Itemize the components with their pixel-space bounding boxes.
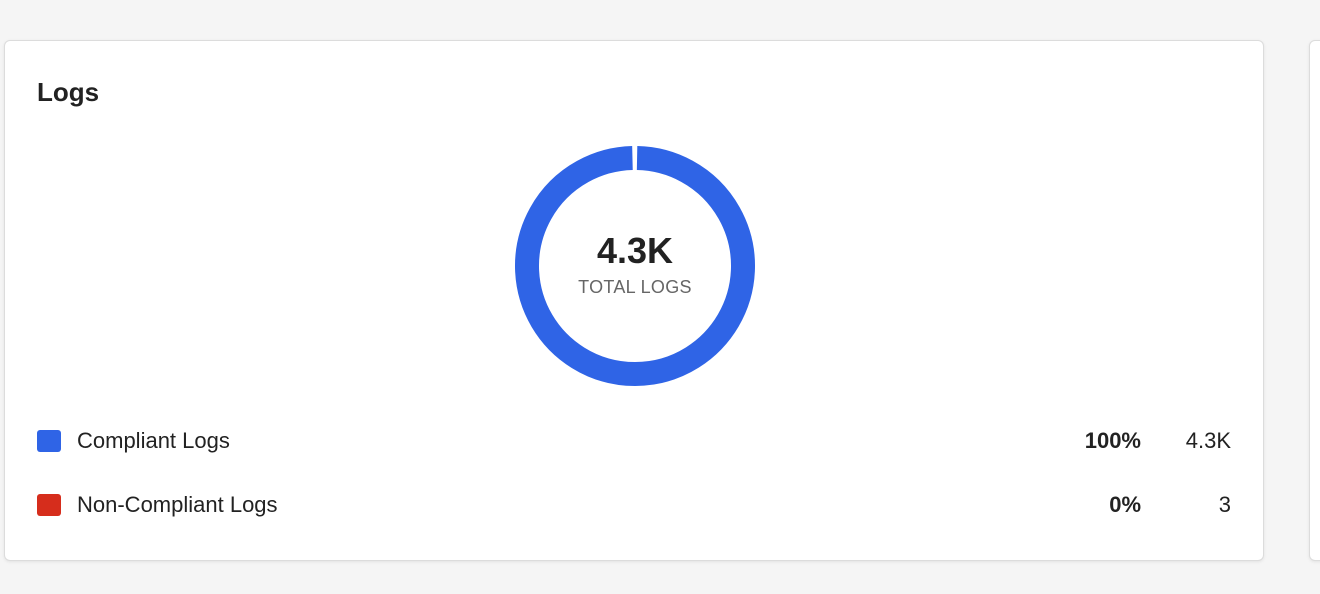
compliant-swatch (37, 430, 61, 452)
next-card-partial (1309, 40, 1320, 561)
logs-card: Logs 4.3K TOTAL LOGS Compliant Logs 100%… (4, 40, 1264, 561)
legend-count: 3 (1218, 492, 1231, 517)
legend-label: Compliant Logs (77, 428, 230, 453)
non-compliant-swatch (37, 494, 61, 516)
legend-label: Non-Compliant Logs (77, 492, 278, 517)
donut-slice-0[interactable] (515, 146, 755, 386)
legend-count: 4.3K (1185, 428, 1231, 453)
legend-percent: 0% (1109, 492, 1141, 517)
card-title: Logs (37, 77, 100, 107)
total-logs-label: TOTAL LOGS (578, 277, 692, 297)
legend-row-compliant[interactable]: Compliant Logs 100% 4.3K (37, 426, 1231, 458)
legend-row-non-compliant[interactable]: Non-Compliant Logs 0% 3 (37, 490, 1231, 522)
donut-chart (515, 146, 755, 386)
legend-percent: 100% (1084, 428, 1141, 453)
total-logs-value: 4.3K (596, 230, 674, 271)
